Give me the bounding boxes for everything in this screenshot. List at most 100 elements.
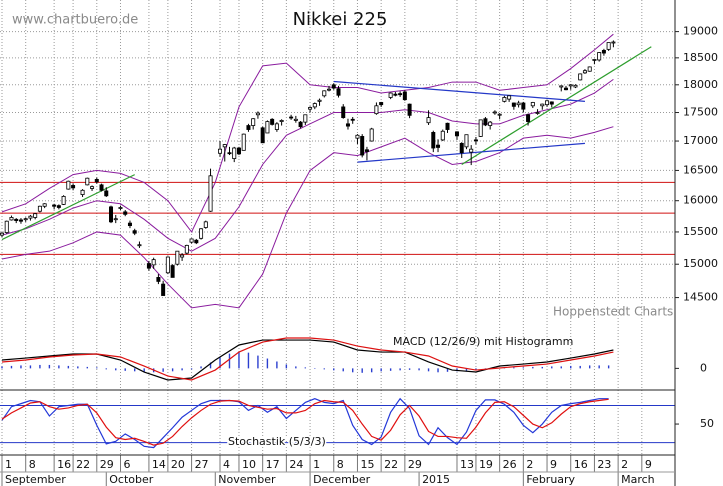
x-tick-label: 1 bbox=[5, 458, 12, 471]
candle-body bbox=[549, 101, 554, 105]
candle-body bbox=[469, 148, 474, 153]
candle-body bbox=[289, 116, 294, 119]
candle-body bbox=[511, 102, 516, 107]
x-tick-label: 16 bbox=[574, 458, 588, 471]
histogram-bar bbox=[219, 357, 221, 369]
candle-body bbox=[388, 92, 393, 98]
y-tick-label: 15000 bbox=[683, 257, 718, 270]
candle-body bbox=[94, 179, 99, 183]
candle-body bbox=[109, 206, 114, 223]
candle-body bbox=[18, 219, 23, 222]
month-label: September bbox=[5, 473, 66, 486]
candle-body bbox=[23, 218, 28, 221]
candle-body bbox=[246, 125, 251, 130]
histogram-bar bbox=[314, 368, 316, 369]
histogram-bar bbox=[607, 365, 610, 369]
candle-body bbox=[483, 118, 488, 126]
x-tick-label: 13 bbox=[460, 458, 474, 471]
x-tick-label: 20 bbox=[171, 458, 185, 471]
trend-line bbox=[333, 80, 585, 102]
histogram-bar bbox=[20, 365, 22, 369]
histogram-bar bbox=[579, 365, 581, 369]
candle-body bbox=[497, 113, 502, 116]
candle-body bbox=[407, 103, 412, 116]
month-label: March bbox=[621, 473, 655, 486]
histogram-bar bbox=[86, 366, 89, 369]
histogram-bar bbox=[541, 366, 543, 369]
histogram-bar bbox=[39, 364, 41, 369]
candle-body bbox=[184, 244, 189, 254]
candle-body bbox=[9, 217, 14, 221]
candle-body bbox=[279, 120, 284, 122]
candle-body bbox=[118, 207, 123, 209]
candle-body bbox=[161, 283, 166, 296]
candle-body bbox=[327, 88, 332, 91]
x-tick-label: 22 bbox=[76, 458, 90, 471]
candle-body bbox=[530, 102, 535, 107]
candle-body bbox=[436, 144, 441, 148]
histogram-bar bbox=[247, 352, 250, 369]
histogram-bar bbox=[465, 368, 468, 371]
candle-body bbox=[445, 122, 450, 130]
candle-body bbox=[208, 175, 213, 212]
source: www.chartbuero.de bbox=[12, 13, 138, 28]
candle-body bbox=[364, 149, 369, 152]
histogram-bar bbox=[352, 368, 354, 373]
candle-body bbox=[611, 41, 616, 44]
histogram-bar bbox=[304, 367, 307, 369]
histogram-bar bbox=[560, 366, 562, 369]
histogram-bar bbox=[29, 365, 32, 369]
candle-body bbox=[137, 244, 142, 247]
histogram-bar bbox=[238, 351, 240, 369]
candle-body bbox=[402, 91, 407, 101]
y-tick-label: 17500 bbox=[683, 106, 718, 119]
histogram-bar bbox=[342, 368, 344, 372]
x-tick-label: 9 bbox=[645, 458, 652, 471]
candle-body bbox=[156, 277, 161, 282]
band-line bbox=[1, 126, 614, 309]
x-tick-label: 24 bbox=[289, 458, 303, 471]
histogram-bar bbox=[370, 368, 373, 373]
histogram-bar bbox=[295, 366, 297, 369]
histogram-bar bbox=[333, 368, 335, 371]
x-tick-label: 10 bbox=[242, 458, 256, 471]
month-label: February bbox=[526, 473, 575, 486]
y-tick-label: 16000 bbox=[683, 194, 718, 207]
candle-body bbox=[71, 185, 76, 189]
candle-body bbox=[260, 127, 265, 144]
histogram-bar bbox=[588, 365, 591, 369]
candle-body bbox=[502, 97, 507, 102]
x-tick-label: 1 bbox=[313, 458, 320, 471]
candle-body bbox=[90, 186, 95, 189]
candle-body bbox=[28, 215, 33, 219]
x-tick-label: 17 bbox=[266, 458, 280, 471]
candle-body bbox=[473, 139, 478, 142]
candle-body bbox=[293, 118, 298, 121]
candle-body bbox=[56, 205, 61, 208]
candle-body bbox=[374, 105, 379, 115]
histogram-bar bbox=[266, 358, 269, 369]
candle-body bbox=[507, 95, 512, 100]
histogram-bar bbox=[115, 368, 117, 371]
candle-body bbox=[37, 205, 42, 212]
candle-body bbox=[85, 177, 90, 186]
candle-body bbox=[203, 221, 208, 228]
candle-body bbox=[379, 102, 384, 106]
candle-body bbox=[317, 99, 322, 102]
x-tick-label: 26 bbox=[503, 458, 517, 471]
band-line bbox=[1, 33, 614, 233]
histogram-bar bbox=[427, 368, 430, 372]
candle-body bbox=[578, 73, 583, 81]
histogram-bar bbox=[171, 368, 174, 372]
candle-body bbox=[597, 52, 602, 61]
candle-body bbox=[526, 114, 531, 122]
candle-body bbox=[127, 222, 132, 227]
month-label: October bbox=[109, 473, 153, 486]
candle-body bbox=[440, 130, 445, 141]
candle-body bbox=[4, 220, 9, 233]
candle-body bbox=[66, 180, 71, 190]
candle-body bbox=[545, 100, 550, 106]
